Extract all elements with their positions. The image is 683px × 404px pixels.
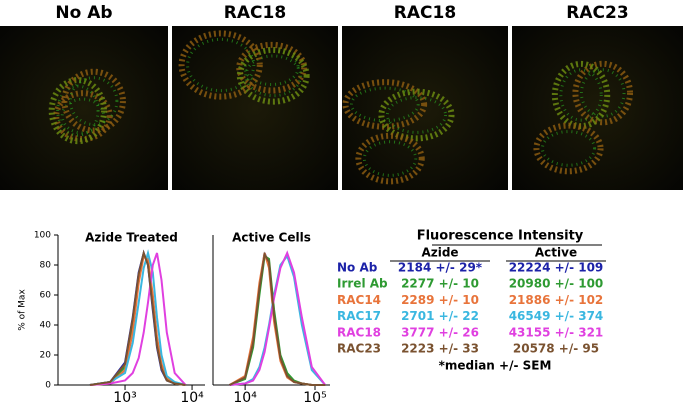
cell: [61, 68, 126, 134]
y-tick-label: 0: [45, 381, 51, 391]
legend-label: Irrel Ab: [337, 277, 388, 291]
panel-label: RAC18: [224, 3, 286, 23]
table-cell: 2223 +/- 33: [401, 342, 479, 356]
cell: [178, 30, 263, 100]
micrograph: [342, 26, 508, 190]
x-tick-label: 10³: [113, 390, 136, 404]
cell-inner: [385, 96, 448, 134]
chart-title: Active Cells: [232, 231, 311, 245]
cell-inner: [244, 54, 303, 98]
y-tick-label: 60: [40, 291, 52, 301]
column-header: Active: [535, 246, 577, 260]
legend-label: RAC14: [337, 293, 381, 307]
column-header: Azide: [421, 246, 458, 260]
table-cell: 43155 +/- 321: [509, 325, 604, 339]
table-title: Fluorescence Intensity: [417, 229, 584, 244]
table-cell: 21886 +/- 102: [509, 293, 604, 307]
x-tick-label: 10⁴: [233, 390, 257, 404]
cell-inner: [186, 37, 256, 93]
legend-label: RAC18: [337, 325, 381, 339]
panel-label: No Ab: [55, 3, 112, 23]
table-cell: 46549 +/- 374: [509, 309, 604, 323]
cell-inner: [362, 140, 418, 177]
legend-label: RAC23: [337, 342, 381, 356]
micrograph: [512, 26, 683, 190]
series-line: [89, 249, 186, 386]
series-line: [89, 249, 186, 386]
panel-label: RAC23: [566, 3, 628, 23]
legend-label: No Ab: [337, 261, 378, 275]
y-axis-label: % of Max: [18, 289, 28, 331]
cell: [355, 132, 425, 185]
cell: [572, 60, 634, 126]
table-cell: 2184 +/- 29*: [398, 261, 483, 275]
table-cell: 2277 +/- 10: [401, 277, 479, 291]
table-cell: 2701 +/- 22: [401, 309, 479, 323]
micrograph: [0, 26, 168, 190]
cell: [53, 90, 113, 143]
table-cell: 2289 +/- 10: [401, 293, 479, 307]
y-tick-label: 20: [40, 351, 52, 361]
cell-inner: [56, 84, 100, 137]
cell: [342, 79, 428, 130]
series-line: [229, 251, 326, 386]
table-cell: 22224 +/- 109: [509, 261, 604, 275]
table-cell: 3777 +/- 26: [401, 325, 479, 339]
cell: [378, 88, 455, 142]
cell: [551, 60, 611, 130]
cell-inner: [540, 130, 597, 167]
x-tick-label: 10⁵: [303, 390, 326, 404]
legend-label: RAC17: [337, 309, 381, 323]
y-tick-label: 80: [40, 261, 52, 271]
cell-inner: [579, 68, 626, 118]
y-tick-label: 100: [34, 231, 51, 241]
cell-inner: [559, 68, 603, 122]
footnote: *median +/- SEM: [439, 359, 552, 373]
y-tick-label: 40: [40, 321, 52, 331]
series-line: [229, 250, 327, 386]
cell: [533, 122, 604, 175]
table-cell: 20980 +/- 100: [509, 277, 604, 291]
table-cell: 20578 +/- 95: [513, 342, 599, 356]
x-tick-label: 10⁴: [180, 390, 204, 404]
panel-label: RAC18: [394, 3, 456, 23]
cell: [236, 41, 308, 94]
cell: [236, 46, 310, 105]
cell-inner: [68, 76, 119, 126]
chart-title: Azide Treated: [85, 231, 178, 245]
series-line: [89, 249, 186, 386]
series-line: [89, 252, 187, 386]
